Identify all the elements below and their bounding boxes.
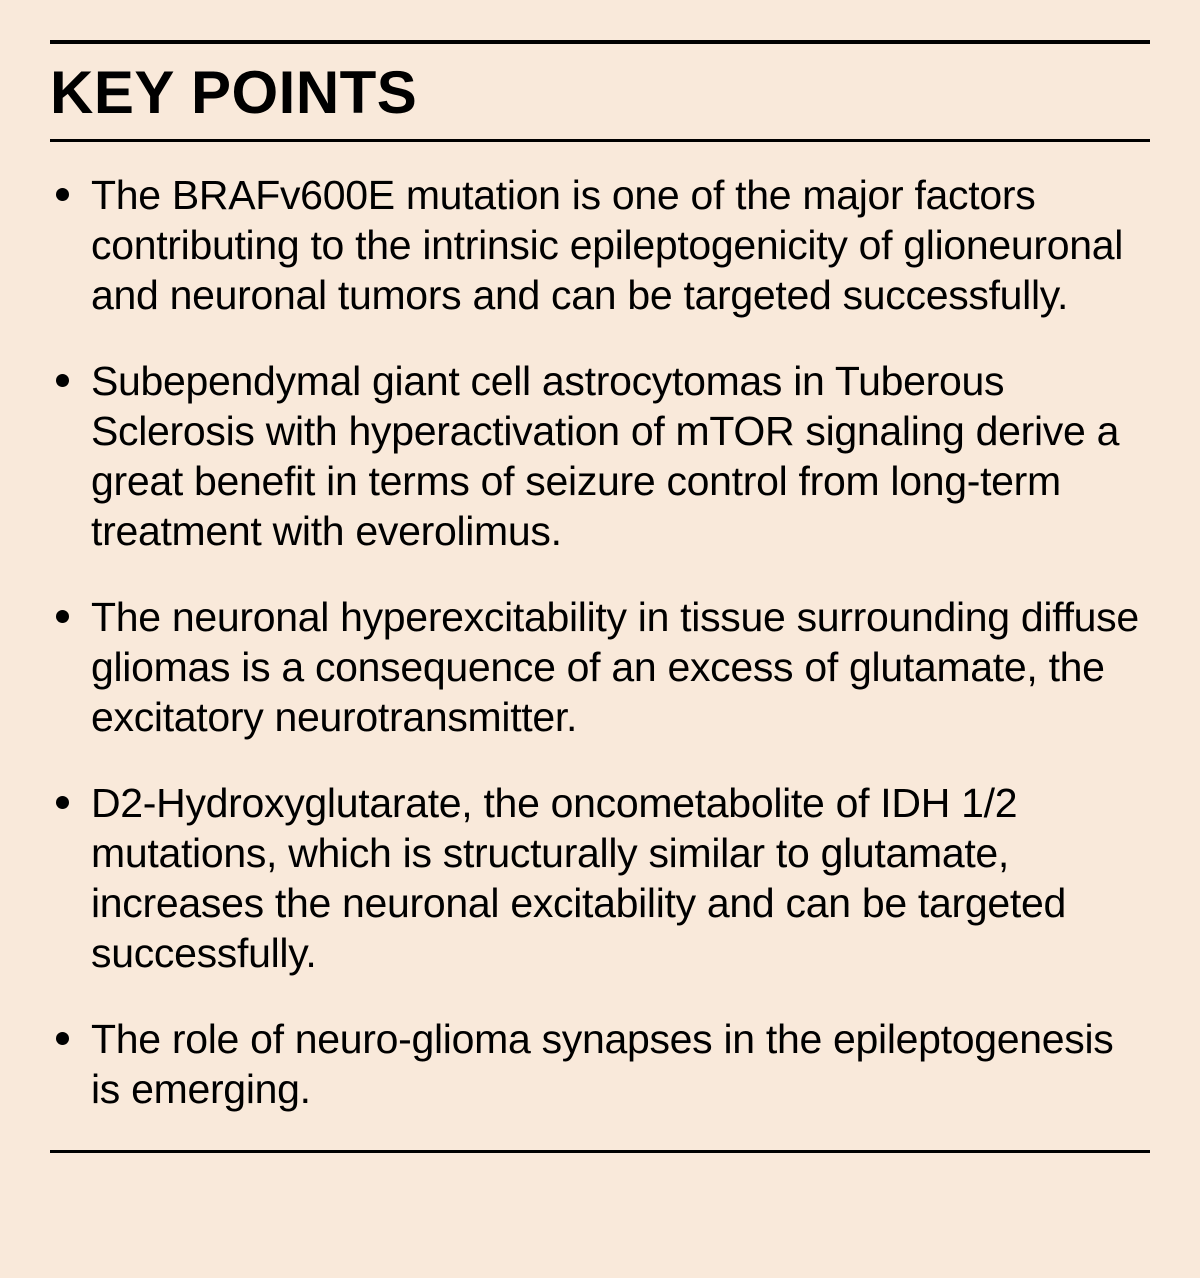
list-item: Subependymal giant cell astrocytomas in … [50,356,1150,556]
title: KEY POINTS [50,58,1150,127]
point-text: The role of neuro-glioma synapses in the… [91,1014,1140,1114]
list-item: The role of neuro-glioma synapses in the… [50,1014,1150,1114]
point-text: Subependymal giant cell astrocytomas in … [91,356,1140,556]
list-item: The BRAFv600E mutation is one of the maj… [50,170,1150,320]
key-points-card: KEY POINTS The BRAFv600E mutation is one… [50,40,1150,1153]
list-item: The neuronal hyperexcitability in tissue… [50,592,1150,742]
point-text: The neuronal hyperexcitability in tissue… [91,592,1140,742]
bullet-icon [56,374,69,387]
list-item: D2-Hydroxyglutarate, the oncometabolite … [50,778,1150,978]
bullet-icon [56,1032,69,1045]
point-text: The BRAFv600E mutation is one of the maj… [91,170,1140,320]
bullet-icon [56,188,69,201]
points-list: The BRAFv600E mutation is one of the maj… [50,142,1150,1153]
header: KEY POINTS [50,40,1150,142]
bullet-icon [56,796,69,809]
point-text: D2-Hydroxyglutarate, the oncometabolite … [91,778,1140,978]
bullet-icon [56,610,69,623]
